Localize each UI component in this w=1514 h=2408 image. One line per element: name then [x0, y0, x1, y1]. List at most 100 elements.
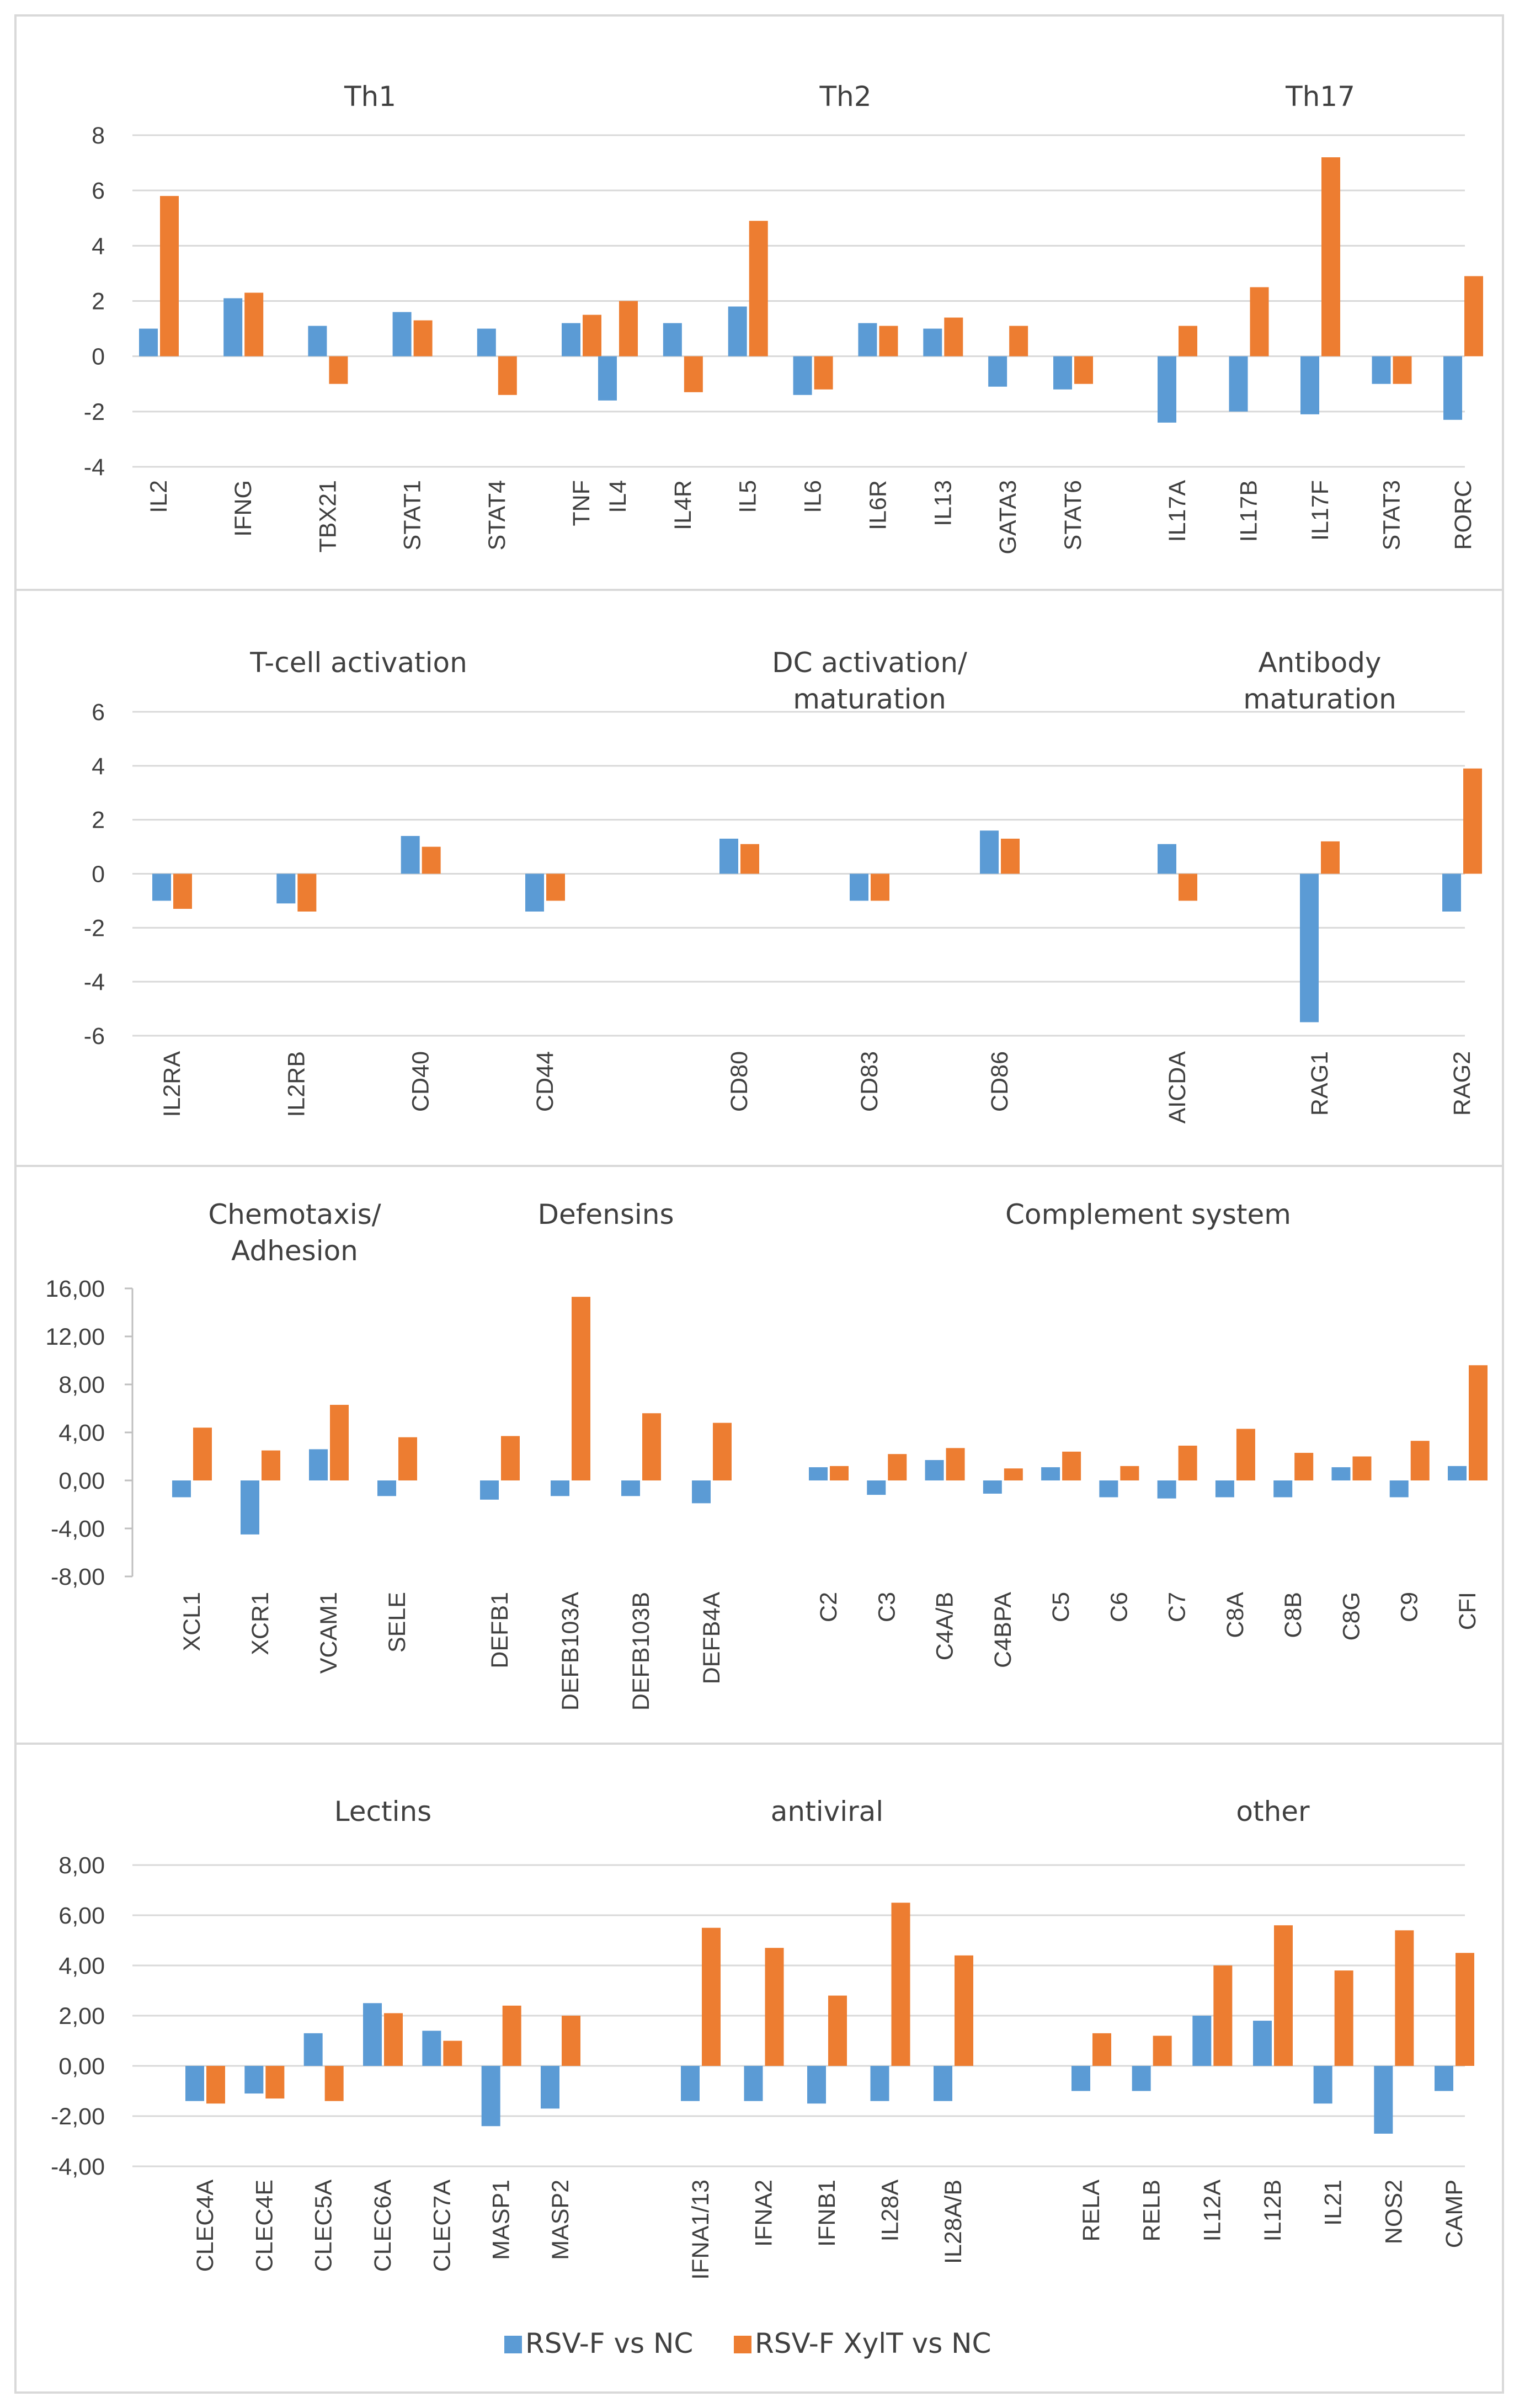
bar-series2-CAMP	[1456, 1953, 1474, 2066]
bar-series2-CLEC7A	[443, 2041, 462, 2066]
y-tick-label: -6	[84, 1023, 105, 1049]
chart-panel-4: 8,00 6,00 4,00 2,00 0,00 -2,00 -4,00 Lectins CLE…	[51, 1796, 1474, 2280]
bar-series2-IL12B	[1274, 1925, 1293, 2066]
bar-series1-RORC	[1443, 356, 1462, 420]
bar-series1-IL28A/B	[934, 2066, 952, 2101]
bar-series2-IL28A/B	[955, 1955, 973, 2066]
bar-series2-C8A	[1236, 1429, 1255, 1480]
bar-series1-IL17F	[1300, 356, 1319, 414]
group-title: Th17	[1285, 81, 1355, 113]
bar-series1-MASP1	[481, 2066, 500, 2127]
bar-series2-C6	[1120, 1466, 1139, 1480]
category-label: MASP1	[488, 2180, 515, 2260]
category-label: AICDA	[1164, 1051, 1191, 1124]
bar-series1-CLEC4A	[185, 2066, 204, 2101]
bar-series2-DEFB103A	[572, 1297, 590, 1480]
bar-series2-IL17A	[1179, 326, 1197, 356]
bar-series2-CD83	[871, 873, 889, 901]
category-label: CD80	[726, 1051, 753, 1112]
y-tick-label: 4	[92, 753, 105, 780]
bar-series2-IFNA1/13	[702, 1927, 721, 2066]
bar-series1-RAG1	[1300, 873, 1319, 1022]
bar-series2-CD86	[1001, 838, 1020, 874]
group-title: Complement system	[1005, 1198, 1291, 1230]
legend-label-series1: RSV-F vs NC	[525, 2327, 693, 2359]
category-label: C4A/B	[932, 1592, 958, 1660]
bar-series1-IFNA2	[744, 2066, 763, 2101]
bar-series1-IL21	[1313, 2066, 1332, 2104]
bar-series2-CLEC4E	[265, 2066, 285, 2099]
bar-series2-RORC	[1464, 276, 1483, 356]
bar-series1-IL13	[923, 328, 942, 356]
legend-swatch-series1	[504, 2336, 522, 2353]
group-title: Lectins	[334, 1796, 431, 1828]
y-tick-label: -2	[84, 915, 105, 941]
bar-series2-C4BPA	[1004, 1468, 1023, 1480]
category-label: IL2RB	[283, 1051, 310, 1117]
legend-label-series2: RSV-F XylT vs NC	[755, 2327, 991, 2359]
bar-series1-IL4	[598, 356, 617, 401]
category-label: RELB	[1139, 2180, 1165, 2241]
bar-series1-XCR1	[241, 1480, 259, 1535]
chart-panel-3: 16,00 12,00 8,00 4,00 0,00 -4,00 -8,00 Chemotax…	[15, 1198, 1503, 1745]
category-label: CLEC4A	[192, 2180, 218, 2272]
category-label: IFNB1	[814, 2180, 840, 2247]
chart-panel-2: 6 4 2 0 -2 -4 -6 T-cell activation IL2RA IL2RB CD4…	[15, 647, 1503, 1167]
bar-series1-IL12A	[1192, 2016, 1212, 2066]
bar-series2-STAT3	[1393, 356, 1412, 384]
bar-series1-IL6	[793, 356, 812, 395]
bar-series2-IL2	[160, 196, 179, 356]
group-title: Adhesion	[231, 1235, 358, 1267]
y-tick-label: -8,00	[51, 1564, 105, 1590]
bar-series1-C9	[1389, 1480, 1409, 1498]
category-label: MASP2	[547, 2180, 574, 2260]
bar-series2-CD80	[740, 844, 759, 874]
bar-series1-CLEC4E	[244, 2066, 264, 2094]
category-label: C8B	[1280, 1592, 1307, 1638]
bar-series2-IL6R	[879, 326, 898, 356]
y-tick-label: -4,00	[51, 1516, 105, 1542]
bar-series2-STAT6	[1074, 356, 1093, 384]
bar-series1-XCL1	[172, 1480, 191, 1498]
y-tick-label: -2	[84, 399, 105, 425]
bar-series1-IFNG	[223, 298, 243, 356]
bar-series2-IL2RA	[173, 873, 192, 909]
bar-series1-CD86	[980, 830, 999, 874]
group-title: antiviral	[771, 1796, 883, 1828]
chart-panel-1: 8 6 4 2 0 -2 -4 Th1 IL2 IFNG TBX21 STAT1 STAT4 TNF Th2…	[15, 81, 1503, 591]
category-label: C4BPA	[990, 1592, 1016, 1668]
bar-series2-RAG2	[1463, 768, 1482, 874]
bar-series1-TNF	[562, 323, 580, 356]
bar-series1-IL2	[139, 328, 158, 356]
category-label: STAT4	[484, 480, 510, 550]
bar-series1-SELE	[377, 1480, 396, 1496]
group-title: T-cell activation	[249, 647, 467, 679]
bar-series2-DEFB103B	[642, 1413, 661, 1480]
bar-series2-IL2RB	[297, 873, 317, 912]
group-title: Defensins	[538, 1198, 674, 1230]
bar-series2-IL17B	[1250, 287, 1269, 356]
bar-series1-VCAM1	[309, 1449, 328, 1480]
bar-series1-CD40	[401, 836, 420, 874]
y-tick-label: -4	[84, 454, 105, 481]
category-label: DEFB4A	[699, 1592, 725, 1685]
category-label: TBX21	[314, 480, 341, 552]
group-title: maturation	[1243, 683, 1396, 715]
category-label: IFNG	[230, 480, 257, 537]
bar-series1-IL2RB	[276, 873, 296, 904]
category-label: C2	[815, 1592, 842, 1622]
bar-series1-C6	[1099, 1480, 1118, 1498]
bar-series1-CLEC7A	[422, 2031, 441, 2066]
category-label: IL5	[735, 480, 761, 513]
category-label: CD86	[987, 1051, 1013, 1112]
category-label: DEFB103A	[557, 1592, 584, 1711]
bar-series1-IFNA1/13	[681, 2066, 700, 2101]
bar-series2-RELB	[1153, 2036, 1172, 2066]
bar-series1-DEFB4A	[692, 1480, 711, 1504]
bar-series2-IFNG	[244, 292, 264, 356]
bar-series2-DEFB1	[501, 1436, 520, 1480]
category-label: IL6R	[865, 480, 891, 530]
bar-series1-C4A/B	[925, 1460, 944, 1480]
bar-series2-IL4R	[684, 356, 703, 392]
category-label: C6	[1106, 1592, 1132, 1622]
